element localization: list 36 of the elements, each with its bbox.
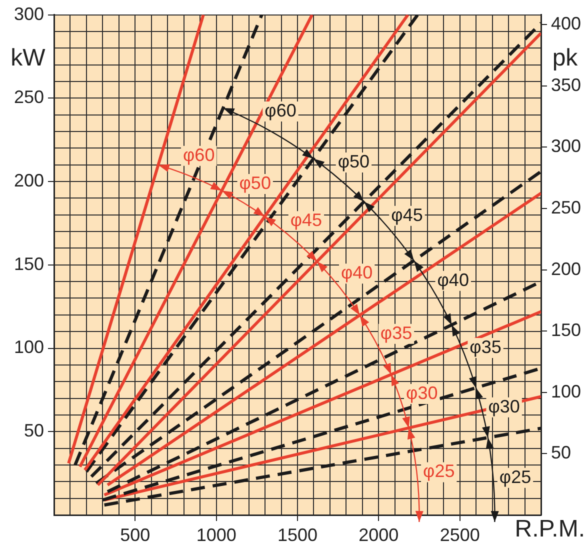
x-tick-label: 500 (120, 524, 150, 543)
y2-tick-label: 200 (551, 258, 582, 279)
annotation: φ35 (380, 322, 412, 343)
y2-tick-label: 400 (551, 14, 582, 34)
y2-tick-label: 300 (551, 136, 582, 156)
y2-tick-label: 50 (551, 442, 572, 463)
annotation: φ25 (499, 466, 532, 487)
y-tick-label: 50 (24, 420, 44, 441)
annotation: φ50 (239, 173, 271, 194)
y-tick-label: 300 (14, 4, 44, 24)
annotation: φ45 (391, 204, 423, 225)
annotation: φ35 (470, 336, 502, 357)
annotation: φ25 (423, 461, 455, 482)
annotation: φ30 (488, 396, 520, 416)
annotation: φ30 (406, 382, 438, 403)
y-axis-title: kW (10, 44, 46, 72)
y2-tick-label: 100 (551, 381, 582, 402)
annotation: φ50 (338, 151, 370, 172)
x-tick-label: 2000 (358, 524, 399, 543)
y-tick-label: 250 (14, 87, 44, 108)
y2-tick-label: 150 (551, 320, 582, 340)
annotation: φ60 (183, 144, 215, 165)
x-tick-label: 1500 (277, 524, 318, 543)
y2-axis-title: pk (552, 44, 579, 72)
x-tick-label: 2500 (440, 524, 480, 543)
annotation: φ40 (437, 270, 469, 290)
y2-tick-label: 250 (551, 197, 582, 218)
x-tick-label: 1000 (196, 524, 236, 543)
y-tick-label: 100 (14, 337, 44, 358)
x-axis-title: R.P.M. (514, 516, 585, 543)
y-tick-label: 150 (14, 254, 44, 274)
y2-tick-label: 350 (551, 74, 582, 95)
annotation: φ60 (264, 100, 296, 120)
y-tick-label: 200 (14, 170, 44, 190)
annotation: φ40 (340, 262, 373, 283)
annotation: φ45 (290, 210, 322, 230)
